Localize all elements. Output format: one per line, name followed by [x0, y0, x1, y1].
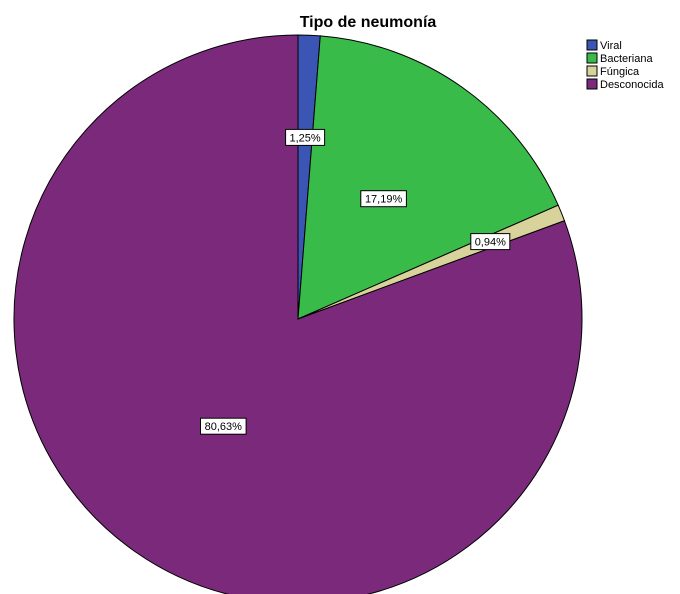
legend-swatch: [586, 39, 598, 51]
legend-item: Fúngica: [586, 65, 640, 78]
legend-swatch: [586, 65, 598, 77]
legend-item: Desconocida: [586, 78, 664, 91]
data-label-box: [360, 190, 407, 208]
pie-slice-desconocida: [13, 34, 583, 594]
data-label-text: 17,19%: [365, 194, 403, 206]
legend-label: Desconocida: [600, 79, 664, 91]
data-label-box: [470, 233, 511, 251]
data-label: 17,19%: [360, 190, 407, 208]
data-label-text: 0,94%: [475, 237, 506, 249]
legend-item: Viral: [586, 39, 622, 52]
data-label-box: [200, 417, 247, 435]
data-label: 1,25%: [285, 128, 326, 146]
data-label: 80,63%: [200, 417, 247, 435]
data-label-text: 80,63%: [205, 421, 243, 433]
pie-slices: [13, 34, 583, 594]
data-labels: 1,25% 17,19% 0,94% 80,63%: [200, 128, 511, 435]
pie-slice-bacteriana: [297, 35, 559, 320]
legend-label: Fúngica: [600, 66, 640, 78]
legend-swatch: [586, 78, 598, 90]
data-label-text: 1,25%: [289, 132, 320, 144]
data-label: 0,94%: [470, 233, 511, 251]
chart-title: Tipo de neumonía: [300, 14, 437, 31]
legend-label: Viral: [600, 40, 622, 52]
legend-label: Bacteriana: [600, 53, 653, 65]
legend-item: Bacteriana: [586, 52, 653, 65]
data-label-box: [285, 128, 326, 146]
legend-swatch: [586, 52, 598, 64]
